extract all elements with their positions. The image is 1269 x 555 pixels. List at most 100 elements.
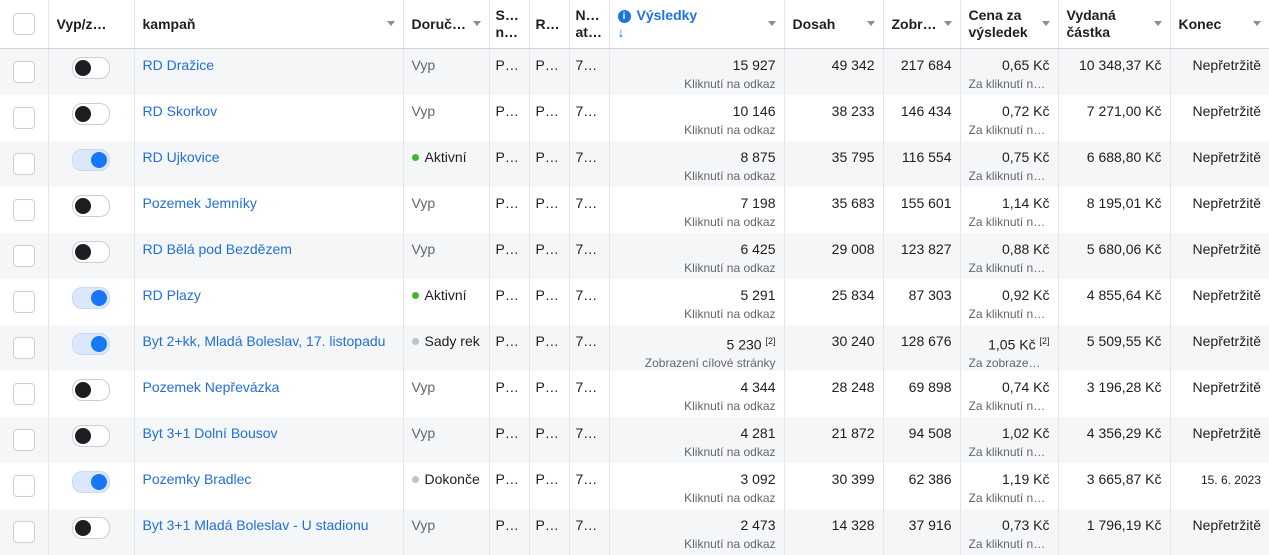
campaign-toggle[interactable] [72,149,110,171]
r-cell: P… [529,95,569,141]
r-value: P… [536,517,559,533]
header-select-all[interactable] [0,0,48,49]
campaign-toggle[interactable] [72,195,110,217]
header-reach[interactable]: Dosah [784,0,883,49]
select-all-checkbox[interactable] [13,13,35,35]
sort-caret-icon[interactable] [1042,21,1050,26]
end-cell: Nepřetržitě [1170,371,1269,417]
row-checkbox[interactable] [13,475,35,497]
row-checkbox[interactable] [13,383,35,405]
campaign-name-link[interactable]: RD Plazy [143,287,201,303]
header-campaign[interactable]: kampaň [134,0,403,49]
toggle-cell [48,49,134,95]
end-cell: Nepřetržitě [1170,187,1269,233]
attribution-cell: 7… [569,95,609,141]
campaign-toggle[interactable] [72,425,110,447]
header-end[interactable]: Konec [1170,0,1269,49]
end-cell: Nepřetržitě [1170,233,1269,279]
reach-value: 30 240 [832,333,875,349]
sort-caret-icon[interactable] [1253,21,1261,26]
strategy-cell: P… [489,187,529,233]
row-checkbox[interactable] [13,61,35,83]
header-onoff[interactable]: Vyp/z… [48,0,134,49]
sort-caret-icon[interactable] [768,21,776,26]
amount-spent-cell: 3 665,87 Kč [1058,463,1170,509]
amount-spent-value: 6 688,80 Kč [1087,149,1162,165]
campaign-name-link[interactable]: Byt 3+1 Mladá Boleslav - U stadionu [143,517,369,533]
header-cost-per-result[interactable]: Cena za výsledek [960,0,1058,49]
cost-per-result-type: Za kliknutí na… [969,398,1050,414]
campaign-name-link[interactable]: Pozemek Nepřevázka [143,379,280,395]
results-type: Kliknutí na odkaz [618,168,776,184]
attribution-value: 7… [576,103,598,119]
row-checkbox[interactable] [13,153,35,175]
campaign-name-link[interactable]: RD Skorkov [143,103,218,119]
cost-per-result-type: Za kliknutí na… [969,490,1050,506]
delivery-cell: Aktivní [403,279,489,325]
strategy-value: P… [496,149,519,165]
sort-caret-icon[interactable] [473,21,481,26]
campaign-toggle[interactable] [72,103,110,125]
row-checkbox[interactable] [13,291,35,313]
campaign-name-link[interactable]: Byt 2+kk, Mladá Boleslav, 17. listopadu [143,333,386,349]
delivery-cell: Vyp [403,187,489,233]
strategy-cell: P… [489,141,529,187]
r-cell: P… [529,279,569,325]
row-checkbox[interactable] [13,199,35,221]
row-select-cell [0,417,48,463]
row-checkbox[interactable] [13,521,35,543]
strategy-value: P… [496,425,519,441]
campaign-name-link[interactable]: RD Ujkovice [143,149,220,165]
toggle-knob [75,60,91,76]
header-delivery[interactable]: Doruč… [403,0,489,49]
results-footnote[interactable]: [2] [765,336,775,346]
campaign-toggle[interactable] [72,241,110,263]
delivery-status: Vyp [412,57,436,73]
header-strategy[interactable]: S… n… [489,0,529,49]
campaign-name-link[interactable]: Pozemky Bradlec [143,471,252,487]
campaign-toggle[interactable] [72,379,110,401]
sort-caret-icon[interactable] [867,21,875,26]
info-icon[interactable]: i [618,10,631,23]
header-amount-spent[interactable]: Vydaná částka [1058,0,1170,49]
sort-caret-icon[interactable] [944,21,952,26]
results-value: 3 092 [740,471,775,487]
sort-caret-icon[interactable] [387,21,395,26]
campaign-name-link[interactable]: RD Bělá pod Bezdězem [143,241,292,257]
campaign-toggle[interactable] [72,287,110,309]
row-checkbox[interactable] [13,429,35,451]
campaign-name-link[interactable]: Pozemek Jemníky [143,195,257,211]
row-checkbox[interactable] [13,245,35,267]
sort-caret-icon[interactable] [1154,21,1162,26]
reach-value: 30 399 [832,471,875,487]
r-cell: P… [529,233,569,279]
campaign-cell: RD Plazy [134,279,403,325]
header-r[interactable]: R… [529,0,569,49]
campaign-name-link[interactable]: RD Dražice [143,57,215,73]
row-checkbox[interactable] [13,337,35,359]
campaign-toggle[interactable] [72,471,110,493]
end-value: Nepřetržitě [1193,57,1261,73]
header-impressions[interactable]: Zobr… [883,0,960,49]
campaign-toggle[interactable] [72,333,110,355]
header-attribution[interactable]: N… at… [569,0,609,49]
status-dot-icon [412,338,419,345]
campaign-toggle[interactable] [72,57,110,79]
cost-footnote[interactable]: [2] [1039,336,1049,346]
campaign-name-link[interactable]: Byt 3+1 Dolní Bousov [143,425,278,441]
row-checkbox[interactable] [13,107,35,129]
campaign-toggle[interactable] [72,517,110,539]
